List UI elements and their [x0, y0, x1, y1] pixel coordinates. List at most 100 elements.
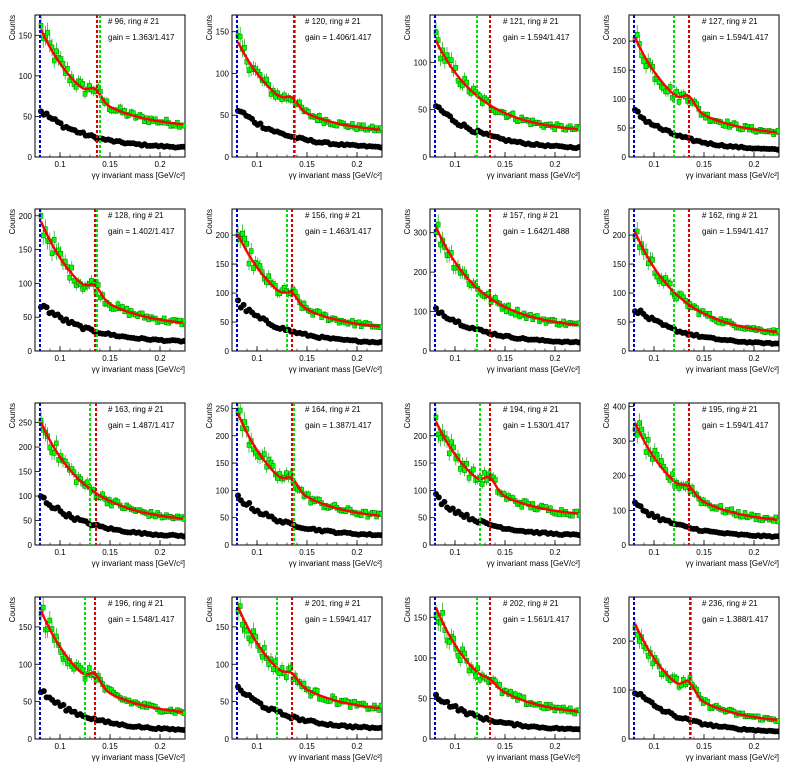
green-point [248, 637, 254, 644]
subplot-label: # 195, ring # 21 [702, 405, 758, 414]
x-tick-label: 0.1 [54, 354, 66, 363]
green-point [248, 248, 254, 254]
data-layer [235, 26, 382, 151]
y-tick-label: 150 [216, 459, 230, 468]
black-point [246, 499, 253, 506]
x-axis-label: γγ invariant mass [GeV/c²] [686, 559, 779, 568]
x-tick-label: 0.15 [497, 354, 513, 363]
subplot-1: 0.1 0.15 0.2 0 50 100 150 γγ invariant mass [Ge… [8, 14, 186, 180]
data-layer [632, 413, 779, 541]
subplot-16: 0.1 0.15 0.2 0 100 200 γγ invariant mass [GeV/… [602, 596, 780, 762]
y-tick-label: 100 [19, 660, 33, 669]
y-tick-label: 200 [19, 443, 33, 452]
x-axis-label: γγ invariant mass [GeV/c²] [686, 171, 779, 180]
x-tick-label: 0.1 [251, 354, 263, 363]
black-point [180, 533, 185, 540]
fit-curve [236, 413, 381, 517]
subplot-label: # 127, ring # 21 [702, 17, 758, 26]
x-tick-label: 0.2 [351, 354, 363, 363]
y-tick-label: 50 [418, 514, 427, 523]
y-axis-label: Counts [403, 403, 412, 428]
y-tick-label: 0 [28, 153, 33, 162]
x-tick-label: 0.15 [102, 354, 118, 363]
green-point [242, 235, 247, 242]
subplot-3: 0.1 0.15 0.2 0 50 100 γγ invariant mass [GeV/c… [403, 14, 581, 180]
subplot-15: 0.1 0.15 0.2 0 50 100 150 γγ invariant mass [Ge… [403, 596, 581, 762]
fit-curve [39, 610, 184, 714]
y-tick-label: 200 [613, 231, 627, 240]
data-layer [632, 221, 779, 347]
green-point [237, 407, 243, 414]
black-point [463, 511, 470, 518]
x-axis-label: γγ invariant mass [GeV/c²] [92, 365, 185, 374]
green-point [473, 673, 478, 680]
subplot-label: # 157, ring # 21 [503, 211, 559, 220]
y-tick-label: 0 [423, 153, 428, 162]
y-tick-label: 150 [414, 613, 428, 622]
gain-label: gain = 1.387/1.417 [305, 421, 372, 430]
data-layer [433, 22, 580, 152]
y-tick-label: 50 [617, 124, 626, 133]
green-point [80, 81, 86, 87]
x-tick-label: 0.15 [299, 548, 315, 557]
green-point [284, 674, 289, 681]
y-tick-label: 50 [23, 698, 32, 707]
y-tick-label: 100 [19, 72, 33, 81]
green-point [457, 657, 463, 664]
green-point [266, 273, 272, 279]
black-point [441, 498, 448, 505]
y-tick-label: 150 [216, 260, 230, 269]
fit-curve [39, 28, 184, 126]
subplot-6: 0.1 0.15 0.2 0 50 100 150 200 γγ invariant mass … [205, 208, 383, 374]
subplot-label: # 128, ring # 21 [108, 211, 164, 220]
black-point [180, 726, 185, 733]
data-layer [632, 618, 779, 735]
black-point [435, 494, 442, 501]
subplot-label: # 236, ring # 21 [702, 599, 758, 608]
x-tick-label: 0.15 [696, 354, 712, 363]
y-tick-label: 100 [216, 660, 230, 669]
y-tick-label: 0 [622, 541, 627, 550]
y-tick-label: 200 [216, 432, 230, 441]
y-tick-label: 250 [216, 404, 230, 413]
green-point [650, 660, 655, 667]
x-tick-label: 0.2 [351, 160, 363, 169]
green-point [244, 240, 250, 247]
x-tick-label: 0.1 [449, 548, 461, 557]
data-layer [235, 403, 382, 539]
green-point [264, 76, 269, 83]
y-tick-label: 100 [414, 486, 428, 495]
y-tick-label: 150 [19, 468, 33, 477]
green-point [49, 250, 55, 257]
x-tick-label: 0.2 [748, 354, 760, 363]
green-point [181, 122, 185, 129]
subplot-label: # 96, ring # 21 [108, 17, 160, 26]
x-axis-label: γγ invariant mass [GeV/c²] [289, 365, 382, 374]
green-point [237, 33, 243, 40]
y-axis-label: Counts [602, 403, 611, 428]
x-tick-label: 0.2 [351, 742, 363, 751]
green-point [262, 644, 267, 651]
y-axis-label: Counts [8, 209, 17, 234]
x-tick-label: 0.2 [351, 548, 363, 557]
green-point [466, 475, 472, 481]
black-point [377, 144, 382, 151]
y-tick-label: 400 [613, 402, 627, 411]
y-tick-label: 200 [613, 472, 627, 481]
y-tick-label: 0 [28, 347, 33, 356]
y-tick-label: 100 [19, 492, 33, 501]
y-tick-label: 0 [28, 541, 33, 550]
subplot-9: 0.1 0.15 0.2 0 50 100 150 200 250 γγ invariant ma… [8, 402, 186, 568]
green-point [440, 609, 445, 616]
black-point [40, 688, 47, 695]
y-tick-label: 0 [622, 347, 627, 356]
green-point [674, 88, 680, 95]
x-axis-label: γγ invariant mass [GeV/c²] [487, 559, 580, 568]
green-point [262, 451, 267, 457]
data-layer [38, 597, 185, 733]
y-tick-label: 100 [414, 654, 428, 663]
green-point [438, 55, 443, 62]
x-tick-label: 0.15 [299, 160, 315, 169]
y-tick-label: 100 [613, 506, 627, 515]
data-layer [38, 209, 185, 345]
